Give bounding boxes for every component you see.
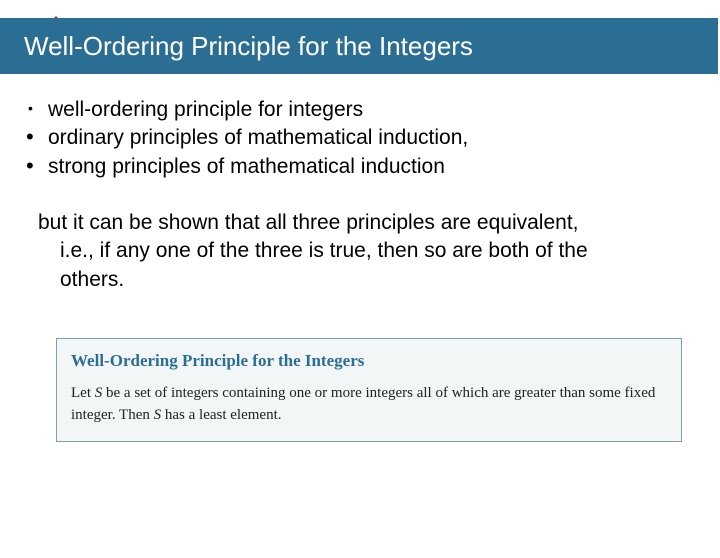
bullet-text: strong principles of mathematical induct… <box>48 155 445 178</box>
box-var: S <box>154 407 162 423</box>
box-text: Let <box>71 385 95 401</box>
bullet-text: well-ordering principle for integers <box>48 98 363 121</box>
paragraph-line: i.e., if any one of the three is true, t… <box>60 239 588 262</box>
paragraph: but it can be shown that all three princ… <box>20 209 700 294</box>
bullet-text: ordinary principles of mathematical indu… <box>48 126 468 149</box>
list-item: ordinary principles of mathematical indu… <box>20 124 700 152</box>
list-item: strong principles of mathematical induct… <box>20 153 700 181</box>
header-banner: Well-Ordering Principle for the Integers <box>0 18 718 74</box>
principle-box: Well-Ordering Principle for the Integers… <box>56 338 682 442</box>
paragraph-line: but it can be shown that all three princ… <box>38 211 579 234</box>
paragraph-line: others. <box>60 268 124 291</box>
box-body: Let S be a set of integers containing on… <box>71 383 667 427</box>
content-area: well-ordering principle for integers ord… <box>0 74 720 442</box>
box-title: Well-Ordering Principle for the Integers <box>71 351 667 371</box>
page-title: Well-Ordering Principle for the Integers <box>24 31 473 62</box>
list-item: well-ordering principle for integers <box>20 96 700 124</box>
bullet-list: well-ordering principle for integers ord… <box>20 96 700 181</box>
box-text: has a least element. <box>161 407 281 423</box>
